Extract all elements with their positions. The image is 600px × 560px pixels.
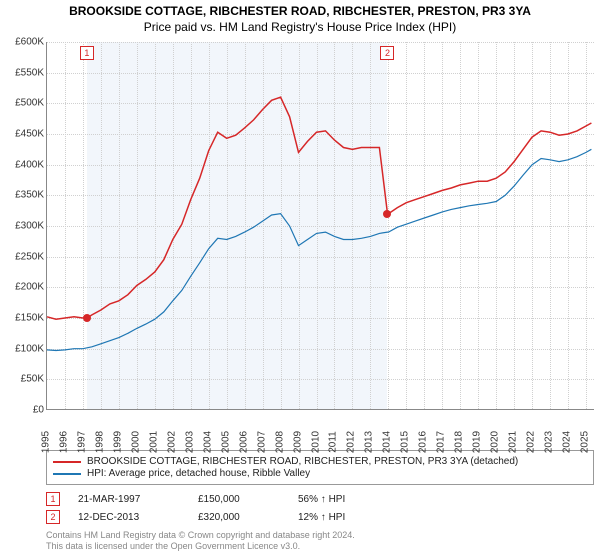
x-tick-label: 2012	[346, 431, 357, 453]
x-tick-label: 2013	[364, 431, 375, 453]
sale-marker-badge: 2	[46, 510, 60, 524]
x-tick-label: 1997	[76, 431, 87, 453]
y-tick-label: £0	[2, 405, 44, 416]
x-tick-label: 2007	[256, 431, 267, 453]
x-tick-label: 2020	[490, 431, 501, 453]
y-tick-label: £550K	[2, 67, 44, 78]
legend-label: BROOKSIDE COTTAGE, RIBCHESTER ROAD, RIBC…	[87, 456, 518, 467]
x-tick-label: 2000	[130, 431, 141, 453]
x-tick-label: 2018	[454, 431, 465, 453]
legend-row: BROOKSIDE COTTAGE, RIBCHESTER ROAD, RIBC…	[53, 456, 587, 467]
y-tick-label: £300K	[2, 221, 44, 232]
sales-table: 1 21-MAR-1997 £150,000 56% ↑ HPI 2 12-DE…	[46, 490, 594, 526]
x-tick-label: 2009	[292, 431, 303, 453]
legend-swatch	[53, 473, 81, 475]
sale-pct-vs-hpi: 56% ↑ HPI	[298, 494, 418, 505]
y-tick-label: £350K	[2, 190, 44, 201]
x-tick-label: 2019	[472, 431, 483, 453]
legend: BROOKSIDE COTTAGE, RIBCHESTER ROAD, RIBC…	[46, 450, 594, 485]
y-tick-label: £400K	[2, 159, 44, 170]
legend-swatch	[53, 461, 81, 463]
attribution-line: Contains HM Land Registry data © Crown c…	[46, 530, 594, 541]
x-tick-label: 2014	[382, 431, 393, 453]
x-tick-label: 1999	[112, 431, 123, 453]
sale-marker-badge: 1	[46, 492, 60, 506]
sale-price: £320,000	[198, 512, 298, 523]
title-sub: Price paid vs. HM Land Registry's House …	[0, 20, 600, 34]
y-tick-label: £600K	[2, 37, 44, 48]
legend-row: HPI: Average price, detached house, Ribb…	[53, 468, 587, 479]
x-tick-label: 2015	[400, 431, 411, 453]
x-tick-label: 1998	[94, 431, 105, 453]
sale-date: 12-DEC-2013	[78, 512, 198, 523]
y-tick-label: £200K	[2, 282, 44, 293]
sale-pct-vs-hpi: 12% ↑ HPI	[298, 512, 418, 523]
x-tick-label: 2008	[274, 431, 285, 453]
chart-container: BROOKSIDE COTTAGE, RIBCHESTER ROAD, RIBC…	[0, 0, 600, 560]
x-tick-label: 2004	[202, 431, 213, 453]
x-tick-label: 2024	[562, 431, 573, 453]
sale-marker-dot	[383, 210, 391, 218]
x-tick-label: 2006	[238, 431, 249, 453]
line-layer	[47, 42, 594, 409]
y-tick-label: £500K	[2, 98, 44, 109]
sale-marker-dot	[83, 314, 91, 322]
title-main: BROOKSIDE COTTAGE, RIBCHESTER ROAD, RIBC…	[0, 4, 600, 18]
x-tick-label: 2005	[220, 431, 231, 453]
series-line-price_paid	[47, 97, 591, 319]
sales-row: 1 21-MAR-1997 £150,000 56% ↑ HPI	[46, 490, 594, 508]
sale-marker-flag: 2	[380, 46, 394, 60]
y-tick-label: £450K	[2, 129, 44, 140]
x-tick-label: 2010	[310, 431, 321, 453]
sales-row: 2 12-DEC-2013 £320,000 12% ↑ HPI	[46, 508, 594, 526]
y-tick-label: £150K	[2, 313, 44, 324]
x-tick-label: 2021	[508, 431, 519, 453]
x-tick-label: 2023	[544, 431, 555, 453]
title-block: BROOKSIDE COTTAGE, RIBCHESTER ROAD, RIBC…	[0, 0, 600, 36]
x-tick-label: 2017	[436, 431, 447, 453]
sale-price: £150,000	[198, 494, 298, 505]
x-tick-label: 1995	[41, 431, 52, 453]
attribution-line: This data is licensed under the Open Gov…	[46, 541, 594, 552]
y-tick-label: £100K	[2, 343, 44, 354]
x-tick-label: 2011	[328, 431, 339, 453]
x-tick-label: 2022	[526, 431, 537, 453]
x-tick-label: 2025	[580, 431, 591, 453]
sale-date: 21-MAR-1997	[78, 494, 198, 505]
x-tick-label: 2001	[148, 431, 159, 453]
legend-label: HPI: Average price, detached house, Ribb…	[87, 468, 310, 479]
y-tick-label: £50K	[2, 374, 44, 385]
x-tick-label: 2002	[166, 431, 177, 453]
sale-marker-flag: 1	[80, 46, 94, 60]
y-tick-label: £250K	[2, 251, 44, 262]
x-tick-label: 2003	[184, 431, 195, 453]
x-tick-label: 2016	[418, 431, 429, 453]
x-tick-label: 1996	[58, 431, 69, 453]
plot-area: 12	[46, 42, 594, 410]
attribution: Contains HM Land Registry data © Crown c…	[46, 530, 594, 553]
series-line-hpi	[47, 149, 591, 350]
